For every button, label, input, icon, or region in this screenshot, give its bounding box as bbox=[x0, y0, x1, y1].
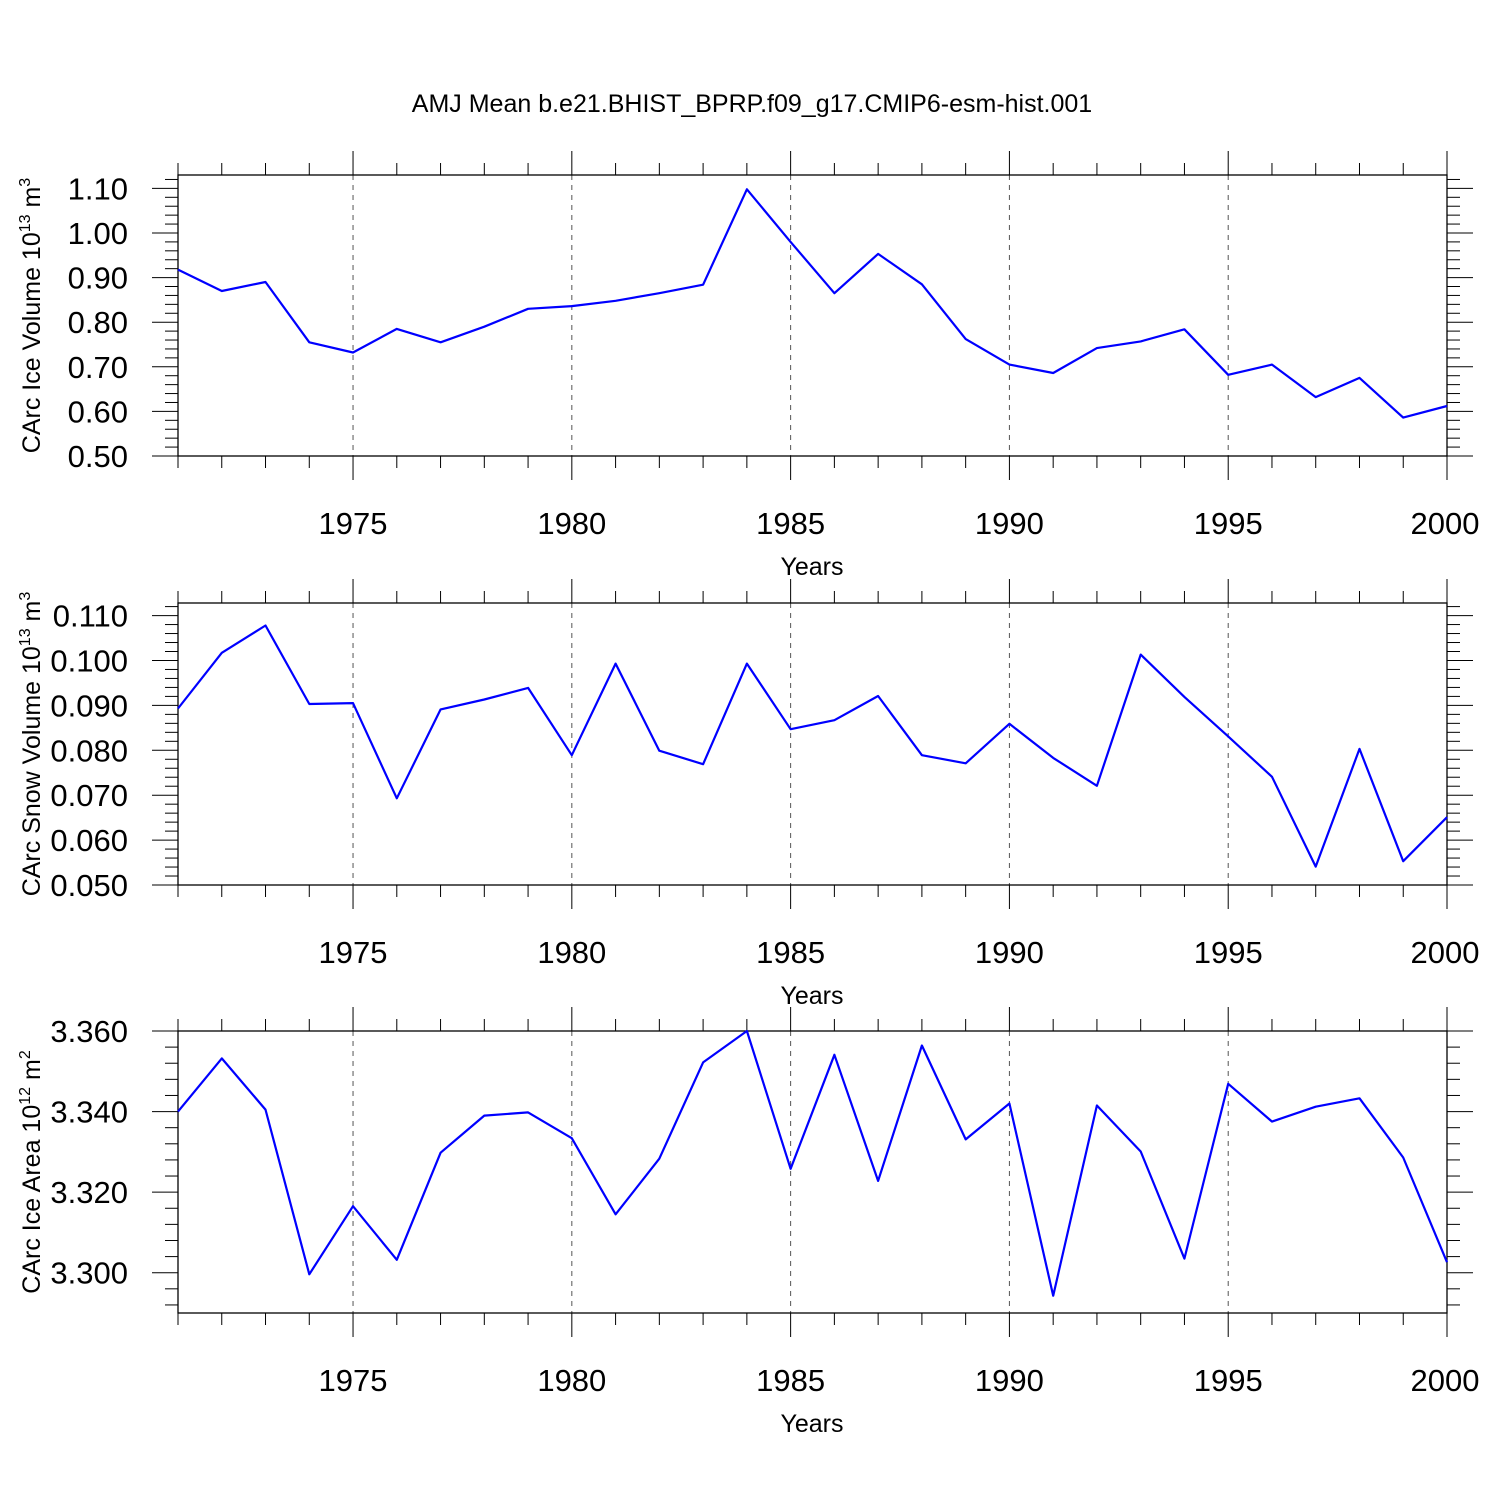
series-line bbox=[177, 624, 1448, 868]
x-tick-label: 1990 bbox=[975, 935, 1044, 970]
x-axis-title: Years bbox=[780, 1410, 843, 1438]
series-line bbox=[177, 1029, 1449, 1297]
panel-3: 3.300 3.320 3.340 3.360 1975 1980 1985 1990 1995… bbox=[17, 1007, 1479, 1438]
x-tick-label: 1980 bbox=[537, 1363, 606, 1398]
x-tick-label: 1995 bbox=[1194, 935, 1263, 970]
x-tick-label: 2000 bbox=[1411, 506, 1480, 541]
x-tick-label: 1995 bbox=[1194, 506, 1263, 541]
y-tick-label: 0.80 bbox=[68, 305, 128, 340]
x-tick-label: 1980 bbox=[537, 935, 606, 970]
x-tick-label: 2000 bbox=[1411, 1363, 1480, 1398]
x-tick-label: 1985 bbox=[756, 1363, 825, 1398]
y-tick-label: 1.00 bbox=[68, 216, 128, 251]
y-tick-label: 3.340 bbox=[50, 1095, 128, 1130]
x-tick-label: 2000 bbox=[1411, 935, 1480, 970]
x-tick-label: 1975 bbox=[319, 1363, 388, 1398]
y-tick-label: 0.50 bbox=[68, 439, 128, 474]
x-tick-label: 1985 bbox=[756, 506, 825, 541]
x-tick-label: 1975 bbox=[319, 935, 388, 970]
y-tick-label: 1.10 bbox=[68, 171, 128, 206]
y-tick-label: 0.90 bbox=[68, 261, 128, 296]
y-tick-label: 3.360 bbox=[50, 1014, 128, 1049]
plot-frame bbox=[177, 1030, 1448, 1314]
plot-frame bbox=[177, 602, 1448, 886]
x-axis-title: Years bbox=[780, 553, 843, 581]
y-tick-label: 0.080 bbox=[50, 733, 128, 768]
y-tick-label: 0.060 bbox=[50, 823, 128, 858]
y-tick-label: 0.070 bbox=[50, 778, 128, 813]
x-tick-label: 1990 bbox=[975, 506, 1044, 541]
panel-1: 0.50 0.60 0.70 0.80 0.90 1.00 1.10 1975 1980 1985… bbox=[17, 151, 1479, 581]
panel-2: 0.050 0.060 0.070 0.080 0.090 0.100 0.110 1975 1… bbox=[17, 579, 1479, 1010]
y-tick-label: 0.110 bbox=[53, 599, 128, 634]
x-tick-label: 1980 bbox=[537, 506, 606, 541]
x-tick-label: 1975 bbox=[319, 506, 388, 541]
chart-title: AMJ Mean b.e21.BHIST_BPRP.f09_g17.CMIP6-… bbox=[412, 90, 1092, 118]
y-axis-title: CArc Ice Area 1012 m2 bbox=[17, 1050, 46, 1294]
y-tick-label: 0.050 bbox=[50, 868, 128, 903]
y-tick-label: 3.300 bbox=[50, 1256, 128, 1291]
x-tick-label: 1990 bbox=[975, 1363, 1044, 1398]
y-tick-label: 3.320 bbox=[50, 1175, 128, 1210]
y-tick-label: 0.70 bbox=[68, 350, 128, 385]
x-tick-label: 1995 bbox=[1194, 1363, 1263, 1398]
y-tick-label: 0.100 bbox=[50, 643, 128, 678]
x-tick-label: 1985 bbox=[756, 935, 825, 970]
y-tick-label: 0.090 bbox=[50, 688, 128, 723]
plot-frame bbox=[177, 174, 1448, 457]
y-axis-title: CArc Snow Volume 1013 m3 bbox=[17, 592, 46, 897]
y-axis-title: CArc Ice Volume 1013 m3 bbox=[17, 178, 46, 454]
y-tick-label: 0.60 bbox=[68, 394, 128, 429]
x-axis-title: Years bbox=[780, 982, 843, 1010]
series-line bbox=[177, 188, 1448, 419]
